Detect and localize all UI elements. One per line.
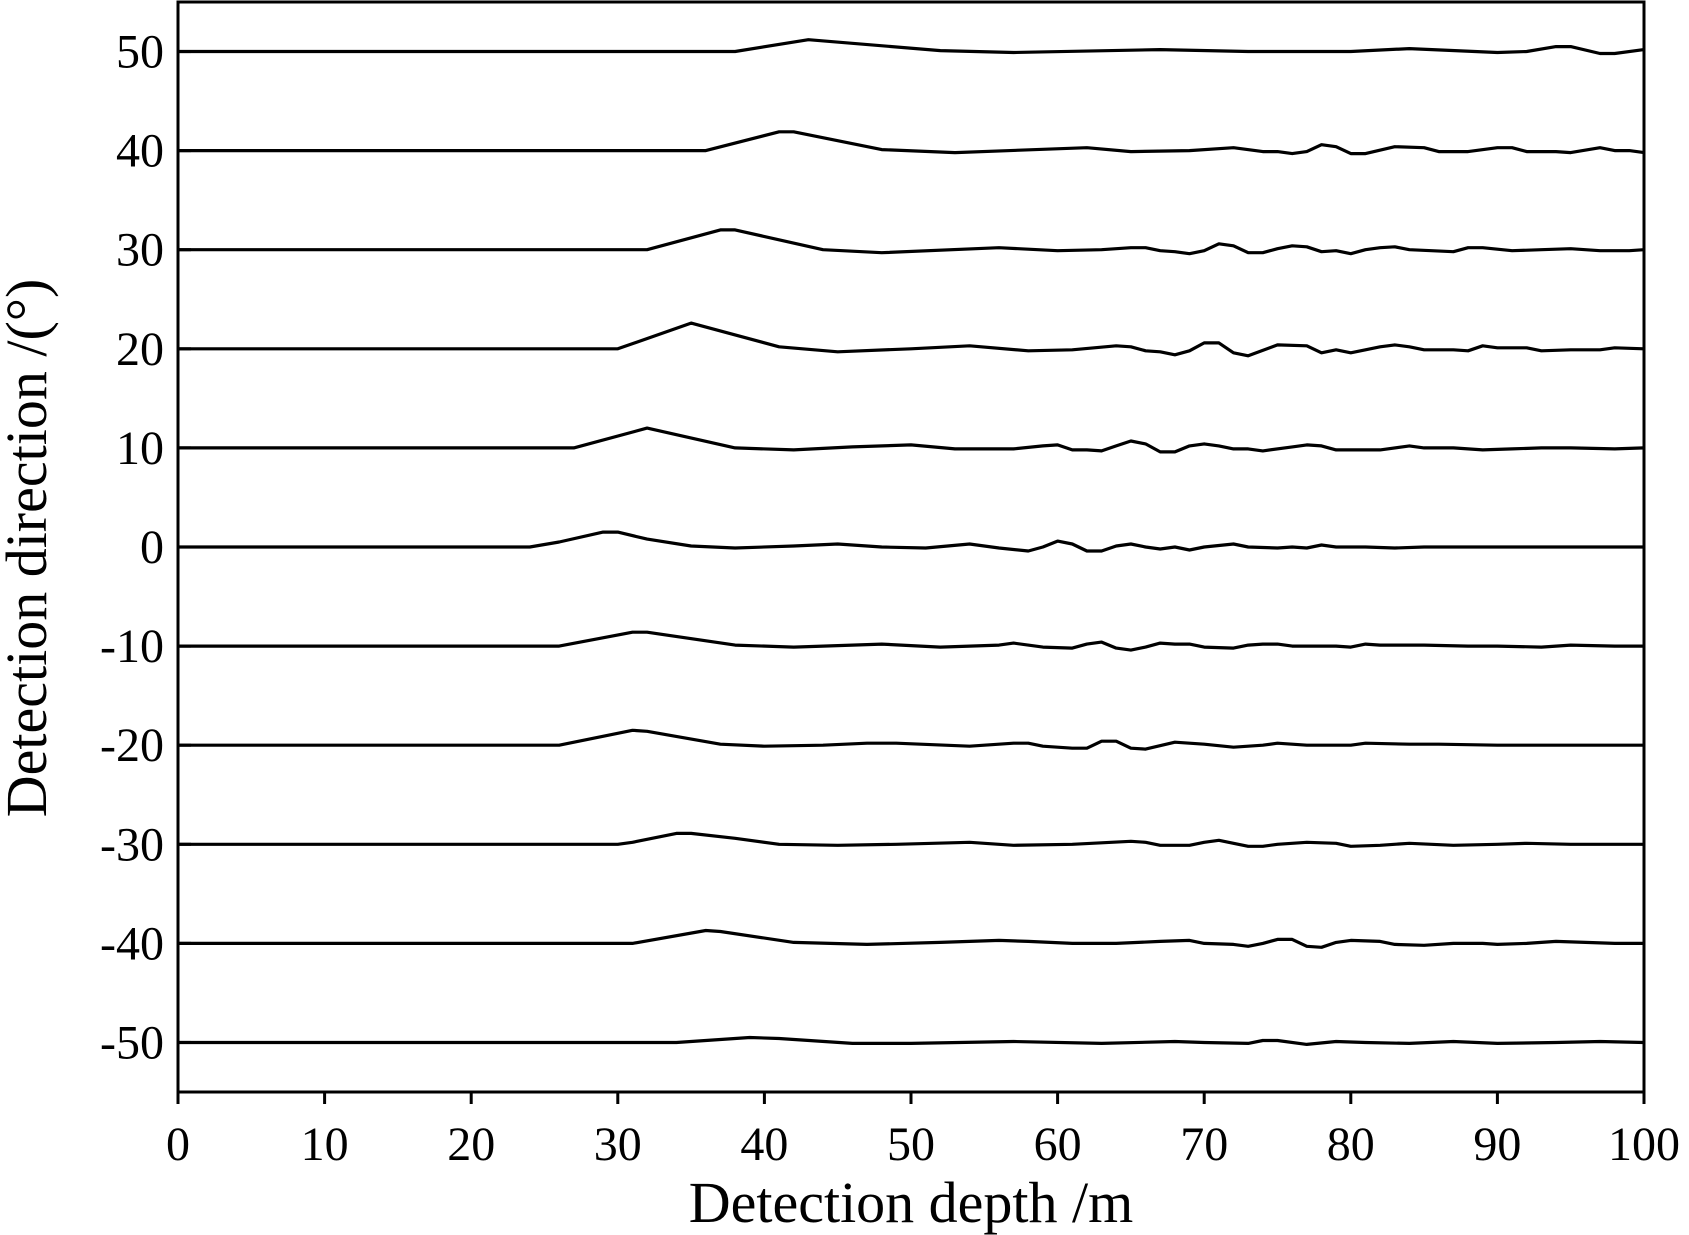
y-axis: 50 40 30 20 10 0 -10 -20 -30 -40 -50	[100, 26, 191, 1069]
traces-group	[178, 38, 1645, 1047]
trace--10	[178, 630, 1644, 652]
trace--20	[178, 728, 1644, 751]
x-tick-label: 100	[1608, 1118, 1680, 1171]
x-tick-label: 50	[887, 1118, 935, 1171]
y-tick-label: 10	[116, 422, 164, 475]
x-tick-label: 40	[740, 1118, 788, 1171]
y-tick-label: 30	[116, 224, 164, 277]
trace-20	[178, 321, 1645, 358]
y-tick-label: 40	[116, 125, 164, 178]
x-tick-label: 90	[1473, 1118, 1521, 1171]
trace-30	[178, 228, 1645, 256]
y-tick-label: -30	[100, 818, 164, 871]
trace--50	[178, 1035, 1645, 1047]
trace-40	[178, 130, 1645, 156]
x-axis: 0 10 20 30 40 50 60 70 80 90 100	[166, 1092, 1680, 1171]
x-tick-label: 0	[166, 1118, 190, 1171]
y-axis-title: Detection direction /(°)	[0, 279, 59, 818]
y-tick-label: 50	[116, 26, 164, 79]
x-tick-label: 30	[594, 1118, 642, 1171]
y-tick-label: 0	[140, 521, 164, 574]
x-tick-label: 70	[1180, 1118, 1228, 1171]
trace-10	[178, 426, 1645, 454]
x-axis-title: Detection depth /m	[689, 1170, 1134, 1235]
y-tick-label: -20	[100, 719, 164, 772]
y-tick-label: -40	[100, 917, 164, 970]
y-tick-label: -10	[100, 620, 164, 673]
trace--30	[178, 831, 1644, 848]
x-tick-label: 60	[1034, 1118, 1082, 1171]
trace-0	[178, 530, 1644, 553]
x-tick-label: 80	[1327, 1118, 1375, 1171]
x-tick-label: 10	[301, 1118, 349, 1171]
y-tick-label: -50	[100, 1016, 164, 1069]
x-tick-label: 20	[447, 1118, 495, 1171]
trace-50	[178, 38, 1645, 56]
trace--40	[178, 928, 1644, 949]
y-tick-label: 20	[116, 323, 164, 376]
